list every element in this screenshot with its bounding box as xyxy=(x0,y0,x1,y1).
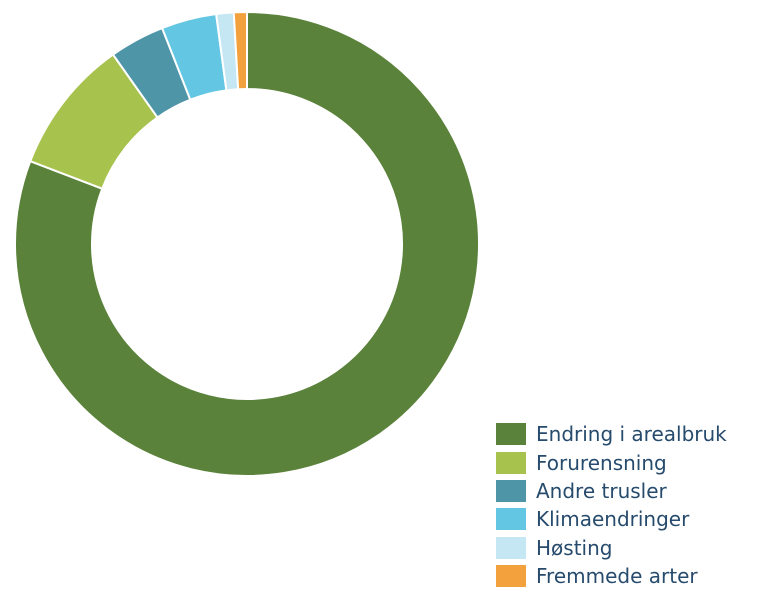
chart-legend: Endring i arealbruk Forurensning Andre tru… xyxy=(496,420,764,590)
legend-swatch xyxy=(496,451,526,474)
legend-item[interactable]: Forurensning xyxy=(496,448,764,476)
legend-swatch xyxy=(496,479,526,502)
legend-swatch xyxy=(496,536,526,559)
legend-item[interactable]: Fremmede arter xyxy=(496,562,764,590)
legend-swatch xyxy=(496,508,526,531)
legend-label: Endring i arealbruk xyxy=(536,422,727,447)
legend-item[interactable]: Klimaendringer xyxy=(496,505,764,533)
legend-label: Forurensning xyxy=(536,450,667,475)
legend-swatch xyxy=(496,565,526,588)
donut-slices xyxy=(14,10,480,477)
legend-item[interactable]: Høsting xyxy=(496,534,764,562)
legend-swatch xyxy=(496,423,526,446)
legend-item[interactable]: Endring i arealbruk xyxy=(496,420,764,448)
legend-item[interactable]: Andre trusler xyxy=(496,477,764,505)
legend-label: Høsting xyxy=(536,535,613,560)
donut-slice-1[interactable] xyxy=(14,10,480,477)
legend-label: Fremmede arter xyxy=(536,564,698,589)
legend-label: Klimaendringer xyxy=(536,507,690,532)
legend-label: Andre trusler xyxy=(536,478,667,503)
donut-slice-6[interactable] xyxy=(232,10,248,91)
